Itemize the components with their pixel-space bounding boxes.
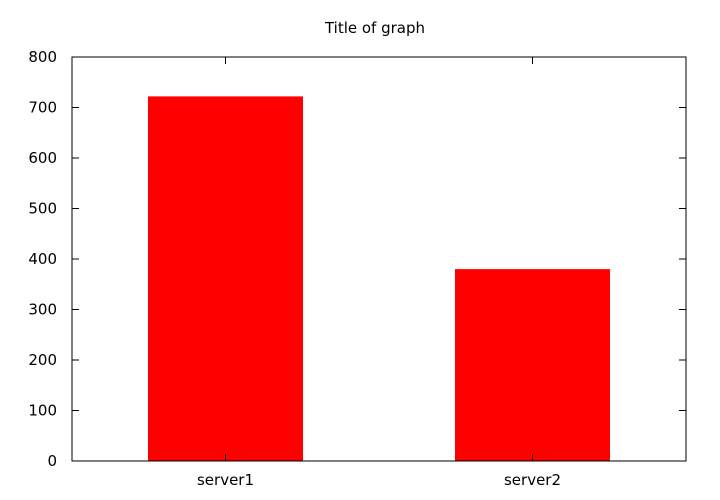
y-tick-label: 800 bbox=[28, 48, 57, 66]
y-tick-label: 600 bbox=[28, 149, 57, 167]
y-tick-label: 300 bbox=[28, 301, 57, 319]
bar-server1 bbox=[148, 96, 303, 461]
y-tick-label: 100 bbox=[28, 402, 57, 420]
y-tick-label: 200 bbox=[28, 351, 57, 369]
chart-title: Title of graph bbox=[324, 19, 425, 37]
y-tick-label: 700 bbox=[28, 99, 57, 117]
x-tick-label: server2 bbox=[504, 471, 561, 489]
bar-server2 bbox=[455, 269, 610, 461]
y-tick-label: 500 bbox=[28, 200, 57, 218]
x-tick-label: server1 bbox=[197, 471, 254, 489]
y-tick-label: 400 bbox=[28, 250, 57, 268]
plot-area: 0 100 200 300 400 500 600 700 800 server1 server2 bbox=[28, 48, 687, 489]
y-tick-label: 0 bbox=[47, 452, 57, 470]
